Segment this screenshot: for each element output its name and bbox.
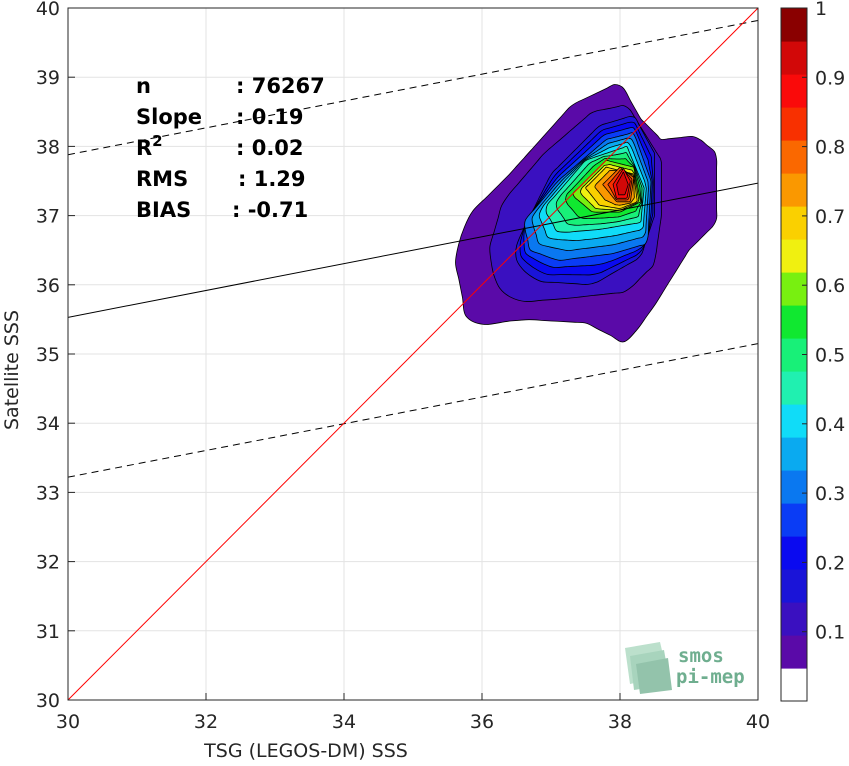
colorbar-segment: [781, 239, 807, 273]
density-contours: [455, 84, 718, 343]
stat-label: BIAS: [136, 198, 191, 222]
stat-value: : -0.71: [232, 198, 308, 222]
logo-line-2: pi-mep: [676, 666, 745, 688]
colorbar-segment: [781, 371, 807, 405]
y-axis-ticks: 30 31 32 33 34 35 36 37 38 39 40: [36, 0, 75, 712]
logo-line-1: smos: [678, 645, 724, 667]
colorbar-segment: [781, 569, 807, 603]
colorbar-segment: [781, 206, 807, 240]
colorbar-segment: [781, 272, 807, 306]
colorbar-segment: [781, 107, 807, 141]
colorbar-tick-label: 0.2: [815, 552, 845, 574]
x-tick-label: 36: [470, 711, 494, 733]
regression-line: [68, 182, 758, 318]
colorbar-segment: [781, 41, 807, 75]
y-tick-label: 37: [36, 206, 60, 228]
x-tick-label: 38: [608, 711, 632, 733]
colorbar-tick-label: 0.1: [815, 622, 845, 644]
colorbar-segment: [781, 140, 807, 174]
lower-bound-line: [68, 343, 758, 478]
y-tick-label: 38: [36, 136, 60, 158]
y-tick-label: 30: [36, 690, 60, 712]
colorbar-tick-label: 0.7: [815, 206, 845, 228]
colorbar-segment: [781, 437, 807, 471]
colorbar-segment: [781, 503, 807, 537]
colorbar-segment: [781, 635, 807, 669]
y-tick-label: 31: [36, 621, 60, 643]
stat-value: : 1.29: [238, 167, 306, 191]
stat-label: Slope: [136, 105, 202, 129]
y-tick-label: 35: [36, 344, 60, 366]
colorbar-tick-label: 0.3: [815, 483, 845, 505]
colorbar: [781, 8, 807, 702]
colorbar-tick-label: 0.4: [815, 414, 845, 436]
identity-line: [68, 8, 758, 700]
y-axis-label: Satellite SSS: [1, 310, 23, 430]
colorbar-segment: [781, 668, 807, 702]
stat-value: : 76267: [236, 74, 325, 98]
smos-pi-mep-logo: smos pi-mep: [625, 642, 745, 694]
colorbar-segment: [781, 470, 807, 504]
y-tick-label: 33: [36, 482, 60, 504]
x-tick-label: 40: [746, 711, 770, 733]
colorbar-segment: [781, 173, 807, 207]
colorbar-segment: [781, 404, 807, 438]
waves-icon: [625, 642, 672, 694]
x-tick-label: 30: [56, 711, 80, 733]
upper-bound-line: [68, 19, 758, 156]
y-tick-label: 34: [36, 413, 60, 435]
stat-label: n: [136, 74, 151, 98]
grid-lines: [67, 7, 759, 701]
x-tick-label: 34: [332, 711, 356, 733]
colorbar-tick-label: 0.6: [815, 275, 845, 297]
stat-superscript: 2: [152, 132, 162, 150]
x-axis-label: TSG (LEGOS-DM) SSS: [203, 740, 408, 762]
colorbar-segment: [781, 602, 807, 636]
y-tick-label: 39: [36, 67, 60, 89]
colorbar-segment: [781, 305, 807, 339]
x-tick-label: 32: [194, 711, 218, 733]
colorbar-segment: [781, 8, 807, 42]
colorbar-ticks: 0.1 0.2 0.3 0.4 0.5 0.6 0.7 0.8 0.9 1: [802, 0, 845, 644]
fit-lines: [68, 8, 758, 700]
colorbar-segment: [781, 74, 807, 108]
colorbar-tick-label: 1: [815, 0, 827, 20]
stat-value: : 0.19: [236, 105, 304, 129]
x-axis-ticks: 30 32 34 36 38 40: [56, 693, 770, 733]
colorbar-tick-label: 0.5: [815, 345, 845, 367]
y-tick-label: 40: [36, 0, 60, 20]
stat-label: RMS: [136, 167, 188, 191]
colorbar-tick-label: 0.9: [815, 67, 845, 89]
stat-value: : 0.02: [236, 136, 304, 160]
y-tick-label: 32: [36, 552, 60, 574]
colorbar-tick-label: 0.8: [815, 137, 845, 159]
colorbar-segment: [781, 536, 807, 570]
y-tick-label: 36: [36, 275, 60, 297]
contour-band: [616, 171, 629, 196]
